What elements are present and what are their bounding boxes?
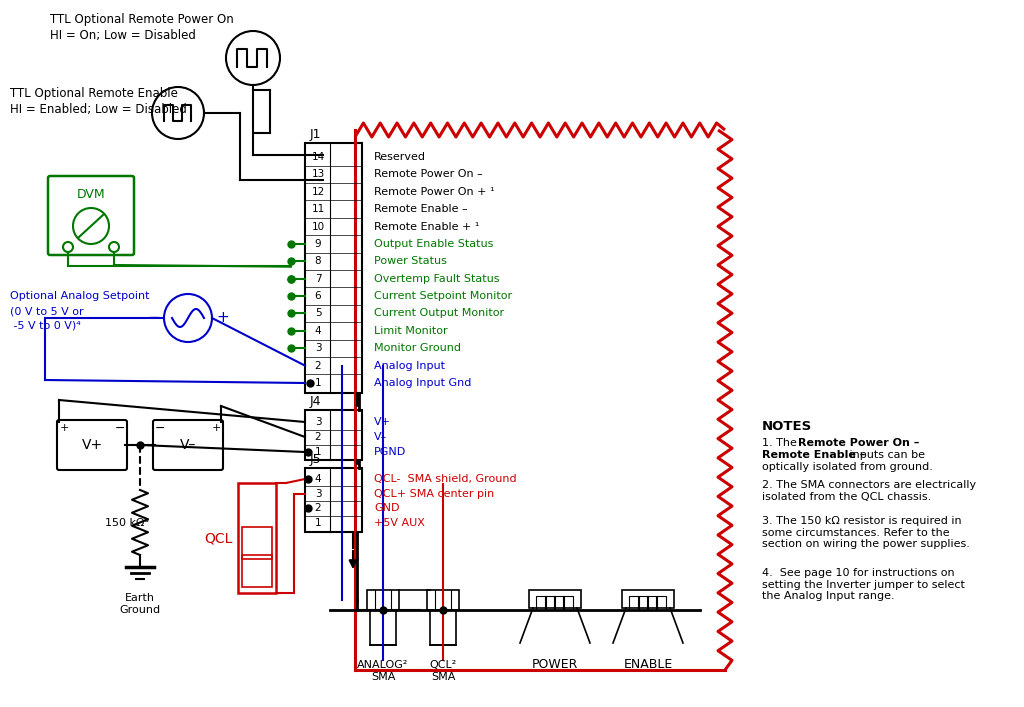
Text: optically isolated from ground.: optically isolated from ground. xyxy=(762,462,933,472)
Text: QCL²
SMA: QCL² SMA xyxy=(429,660,457,682)
Bar xyxy=(622,590,674,608)
Bar xyxy=(536,596,546,610)
Text: Overtemp Fault Status: Overtemp Fault Status xyxy=(374,274,500,284)
Text: Remote Enable –: Remote Enable – xyxy=(374,204,468,214)
Text: Power Status: Power Status xyxy=(374,257,446,267)
Text: 7: 7 xyxy=(314,274,322,284)
Bar xyxy=(305,143,362,393)
Text: (0 V to 5 V or: (0 V to 5 V or xyxy=(10,306,84,316)
Text: Current Setpoint Monitor: Current Setpoint Monitor xyxy=(374,291,512,301)
Text: 2. The SMA connectors are electrically
isolated from the QCL chassis.: 2. The SMA connectors are electrically i… xyxy=(762,480,976,501)
Text: 3: 3 xyxy=(314,417,322,427)
Bar xyxy=(638,596,648,610)
Text: 3. The 150 kΩ resistor is required in
some circumstances. Refer to the
section o: 3. The 150 kΩ resistor is required in so… xyxy=(762,516,970,549)
Bar xyxy=(554,596,564,610)
Text: J5: J5 xyxy=(310,453,322,466)
Text: 10: 10 xyxy=(311,221,325,231)
Text: 3: 3 xyxy=(314,343,322,354)
Bar xyxy=(545,596,555,610)
Text: +: + xyxy=(216,310,228,325)
Text: −: − xyxy=(115,421,125,435)
Bar xyxy=(242,527,272,559)
Text: QCL+ SMA center pin: QCL+ SMA center pin xyxy=(374,489,495,498)
Text: HI = Enabled; Low = Disabled: HI = Enabled; Low = Disabled xyxy=(10,103,186,115)
Text: Analog Input: Analog Input xyxy=(374,361,445,370)
Text: HI = On; Low = Disabled: HI = On; Low = Disabled xyxy=(50,30,196,42)
Text: Reserved: Reserved xyxy=(374,152,426,162)
Text: Output Enable Status: Output Enable Status xyxy=(374,239,494,249)
Text: V+: V+ xyxy=(82,438,102,452)
Text: 4: 4 xyxy=(314,474,322,484)
Text: ENABLE: ENABLE xyxy=(624,658,673,671)
Text: 5: 5 xyxy=(314,308,322,318)
Text: 150 kΩ³: 150 kΩ³ xyxy=(105,518,150,527)
Text: 14: 14 xyxy=(311,152,325,162)
Text: ANALOG²
SMA: ANALOG² SMA xyxy=(357,660,409,682)
Text: Current Output Monitor: Current Output Monitor xyxy=(374,308,504,318)
Text: Remote Power On –: Remote Power On – xyxy=(374,170,482,180)
Text: +: + xyxy=(59,423,69,433)
Text: 2: 2 xyxy=(314,432,322,442)
Text: Remote Power On + ¹: Remote Power On + ¹ xyxy=(374,187,495,197)
Text: Remote Enable –: Remote Enable – xyxy=(762,450,865,460)
Text: QCL: QCL xyxy=(205,531,233,545)
Text: Analog Input Gnd: Analog Input Gnd xyxy=(374,378,471,388)
Bar xyxy=(656,596,666,610)
Text: 4.  See page 10 for instructions on
setting the Inverter jumper to select
the An: 4. See page 10 for instructions on setti… xyxy=(762,568,965,601)
Text: POWER: POWER xyxy=(531,658,579,671)
Text: Optional Analog Setpoint: Optional Analog Setpoint xyxy=(10,291,150,301)
Bar xyxy=(305,468,362,532)
Bar xyxy=(238,483,276,593)
Bar xyxy=(563,596,573,610)
Text: 6: 6 xyxy=(314,291,322,301)
Text: −: − xyxy=(147,310,160,325)
Bar xyxy=(367,590,399,610)
Text: GND: GND xyxy=(374,503,399,513)
Bar xyxy=(647,596,657,610)
Text: 4: 4 xyxy=(314,326,322,336)
Text: DVM: DVM xyxy=(77,187,105,201)
Text: NOTES: NOTES xyxy=(762,420,812,433)
Text: 2: 2 xyxy=(314,361,322,370)
Bar xyxy=(529,590,581,608)
Text: J1: J1 xyxy=(310,128,322,141)
Text: PGND: PGND xyxy=(374,447,407,457)
Text: 11: 11 xyxy=(311,204,325,214)
Text: 1: 1 xyxy=(314,518,322,528)
Text: Monitor Ground: Monitor Ground xyxy=(374,343,461,354)
Text: 12: 12 xyxy=(311,187,325,197)
Bar xyxy=(629,596,639,610)
Text: QCL-  SMA shield, Ground: QCL- SMA shield, Ground xyxy=(374,474,517,484)
Text: Remote Power On –: Remote Power On – xyxy=(798,438,920,448)
Text: Remote Enable + ¹: Remote Enable + ¹ xyxy=(374,221,479,231)
Text: J4: J4 xyxy=(310,395,322,408)
Text: 9: 9 xyxy=(314,239,322,249)
Bar xyxy=(305,410,362,460)
Text: Earth
Ground: Earth Ground xyxy=(120,593,161,614)
Bar xyxy=(430,610,456,645)
Text: V–: V– xyxy=(374,432,387,442)
Text: TTL Optional Remote Power On: TTL Optional Remote Power On xyxy=(50,13,233,26)
Text: 13: 13 xyxy=(311,170,325,180)
Text: -5 V to 0 V)⁴: -5 V to 0 V)⁴ xyxy=(10,321,81,331)
Text: +5V AUX: +5V AUX xyxy=(374,518,425,528)
Text: V–: V– xyxy=(180,438,197,452)
Text: 8: 8 xyxy=(314,257,322,267)
Text: 1: 1 xyxy=(314,447,322,457)
Text: Limit Monitor: Limit Monitor xyxy=(374,326,447,336)
Text: 2: 2 xyxy=(314,503,322,513)
Text: TTL Optional Remote Enable: TTL Optional Remote Enable xyxy=(10,86,178,100)
Bar xyxy=(242,555,272,587)
Bar xyxy=(427,590,459,610)
Text: V+: V+ xyxy=(374,417,391,427)
Text: 1: 1 xyxy=(314,378,322,388)
Text: inputs can be: inputs can be xyxy=(846,450,925,460)
Text: 1. The: 1. The xyxy=(762,438,801,448)
Text: −: − xyxy=(155,421,165,435)
Text: 3: 3 xyxy=(314,489,322,498)
Text: +: + xyxy=(211,423,221,433)
Bar xyxy=(370,610,396,645)
